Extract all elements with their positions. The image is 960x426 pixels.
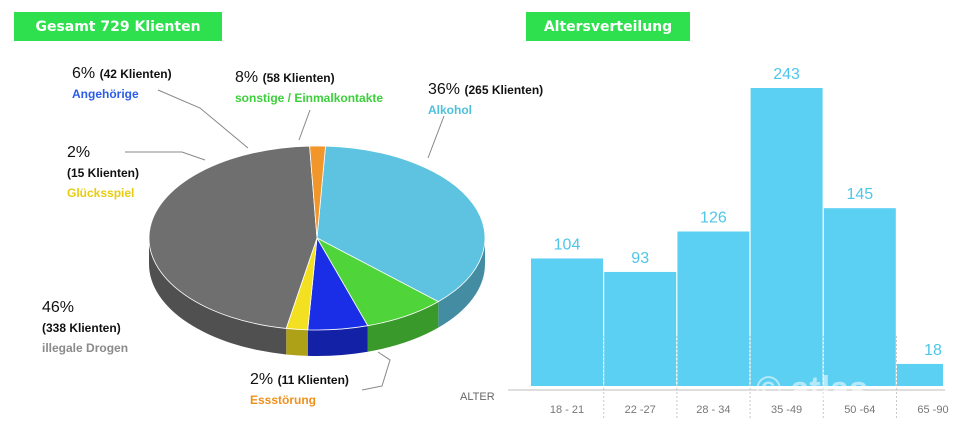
pie-chart-title: Gesamt 729 Klienten [14, 12, 222, 41]
bar-2 [604, 271, 677, 386]
leader-line-essstoerung [361, 351, 391, 391]
pie-side-illegale-drogen [149, 238, 287, 355]
pie-slice-essst-rung [309, 145, 326, 239]
pie-label-gluecksspiel-percent: 2% [67, 144, 91, 161]
pie-label-essstoerung: 2% (11 Klienten) Essstörung [250, 370, 349, 410]
pie-side-gl-cksspiel [286, 328, 308, 356]
pie-label-drogen-name: illegale Drogen [42, 341, 129, 355]
pie-label-sonstige: 8% (58 Klienten) sonstige / Einmalkontak… [235, 68, 383, 108]
bar-value-label: 104 [554, 236, 581, 253]
leader-line-sonstige [298, 109, 311, 141]
pie-slice-alkohol [316, 145, 486, 303]
bar-4 [750, 88, 823, 386]
x-tick-label: 65 -90 [917, 404, 948, 416]
bar-6 [897, 363, 943, 386]
bar-value-label: 145 [846, 186, 873, 203]
x-tick-label: 18 - 21 [550, 404, 584, 416]
pie-label-angehoerige-name: Angehörige [72, 87, 139, 101]
bar-value-label: 126 [700, 209, 727, 226]
pie-label-alkohol-count: (265 Klienten) [464, 83, 544, 97]
pie-label-angehoerige-percent: 6% [72, 65, 96, 82]
pie-label-gluecksspiel-name: Glücksspiel [67, 186, 135, 200]
pie-label-drogen: 46% (338 Klienten) illegale Drogen [42, 298, 128, 358]
x-axis-title: ALTER [460, 391, 495, 403]
watermark: © atlas [756, 370, 868, 408]
x-tick-label: 22 -27 [625, 404, 656, 416]
pie-side-sonstige-einmalkontakte [367, 301, 439, 352]
pie-label-angehoerige-count: (42 Klienten) [99, 67, 172, 81]
pie-label-essstoerung-name: Essstörung [250, 393, 317, 407]
bar-value-label: 18 [924, 342, 942, 359]
pie-chart [125, 89, 486, 391]
leader-line-gluecksspiel [125, 151, 206, 161]
bar-value-label: 243 [773, 66, 800, 83]
pie-label-essstoerung-percent: 2% [250, 371, 274, 388]
bar-1 [531, 258, 603, 386]
pie-label-alkohol-percent: 36% [428, 81, 461, 98]
pie-label-angehoerige: 6% (42 Klienten) Angehörige [72, 64, 172, 104]
leader-line-alkohol [427, 115, 445, 159]
pie-leader-lines [125, 89, 445, 391]
pie-side-walls [149, 238, 485, 357]
x-tick-label: 28 - 34 [696, 404, 730, 416]
pie-slice-illegale-drogen [148, 145, 318, 329]
pie-label-sonstige-name: sonstige / Einmalkontakte [235, 91, 384, 105]
x-tick-label: 50 -64 [844, 404, 875, 416]
bar-3 [677, 231, 750, 386]
bar-value-label: 93 [631, 250, 649, 267]
pie-label-sonstige-count: (58 Klienten) [262, 71, 335, 85]
pie-label-essstoerung-count: (11 Klienten) [277, 373, 349, 387]
pie-slices [148, 145, 486, 331]
pie-side-angeh-rige [307, 325, 368, 357]
bar-chart-title: Altersverteilung [526, 12, 690, 41]
pie-label-alkohol: 36% (265 Klienten) Alkohol [428, 80, 543, 120]
pie-label-drogen-count: (338 Klienten) [42, 321, 121, 335]
pie-label-gluecksspiel-count: (15 Klienten) [67, 166, 140, 180]
x-tick-label: 35 -49 [771, 404, 802, 416]
bar-5 [823, 208, 896, 386]
pie-label-gluecksspiel: 2% (15 Klienten) Glücksspiel [67, 143, 139, 203]
pie-label-sonstige-percent: 8% [235, 69, 259, 86]
pie-side-alkohol [438, 238, 485, 328]
leader-line-angehoerige [157, 89, 249, 149]
pie-label-drogen-percent: 46% [42, 299, 75, 316]
pie-label-alkohol-name: Alkohol [428, 103, 472, 117]
